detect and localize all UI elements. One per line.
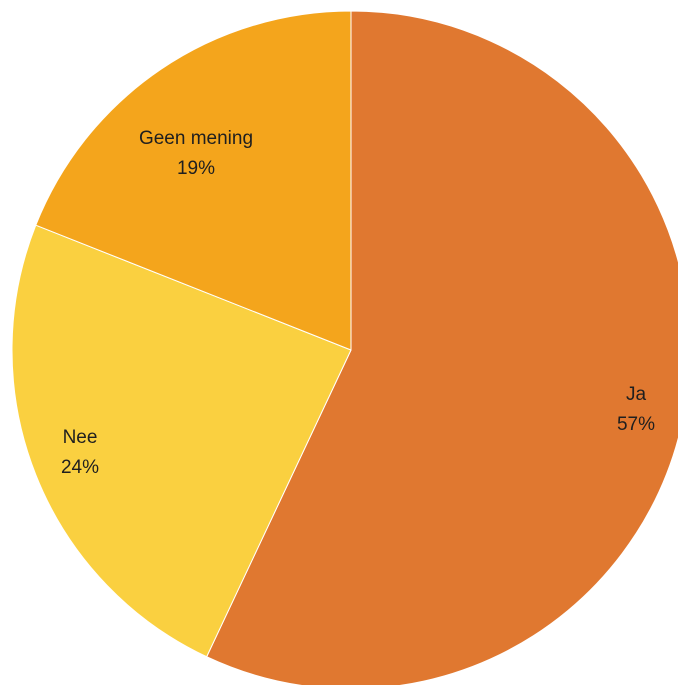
data-label-percent: 57%: [617, 414, 655, 435]
pie-slice-nee: [11, 224, 352, 658]
data-label-category: Ja: [626, 384, 647, 405]
pie-slice-geen-mening: [35, 10, 352, 351]
data-label-category: Nee: [63, 427, 98, 448]
data-label-percent: 19%: [177, 158, 215, 179]
pie-slice-ja: [206, 10, 678, 685]
pie-slices: [11, 10, 678, 685]
data-label-percent: 24%: [61, 457, 99, 478]
data-label-nee: Nee 24%: [61, 427, 99, 478]
data-label-ja: Ja 57%: [617, 384, 655, 435]
data-label-geen-mening: Geen mening 19%: [139, 128, 253, 179]
pie-labels: Ja 57% Nee 24% Geen mening 19%: [61, 128, 655, 478]
data-label-category: Geen mening: [139, 128, 253, 149]
